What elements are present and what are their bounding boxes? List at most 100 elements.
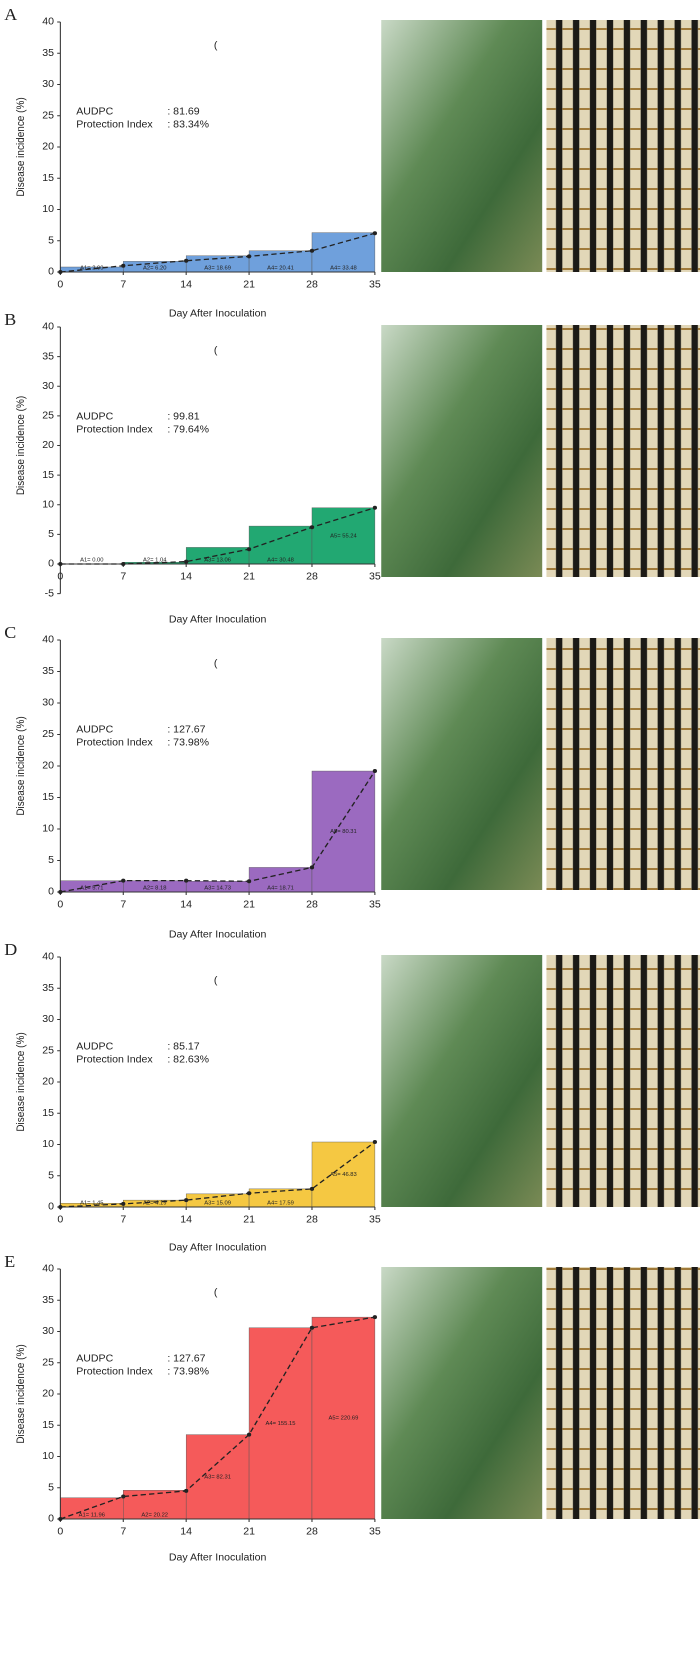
x-tick-label: 35 [369, 1215, 381, 1226]
stat-value: : 99.81 [167, 412, 200, 423]
point [247, 1433, 251, 1437]
y-tick-label: 25 [42, 111, 54, 122]
point [58, 270, 62, 274]
y-tick-label: 5 [48, 529, 54, 540]
figure: A(AUDPC: 81.69Protection Index: 83.34%A1… [0, 0, 700, 1661]
area-label: A4= 33.48 [330, 266, 357, 272]
stat-name: AUDPC [76, 412, 114, 423]
point [121, 1202, 125, 1206]
point [310, 1187, 314, 1191]
x-tick-label: 14 [180, 1527, 192, 1538]
area-label: A1= 11.96 [79, 1513, 105, 1519]
x-tick-label: 35 [369, 1527, 381, 1538]
panel-label: E [4, 1251, 15, 1270]
field-photo [381, 638, 542, 890]
point [310, 249, 314, 253]
x-tick-label: 21 [243, 1215, 255, 1226]
stalk-photo [546, 955, 700, 1207]
x-tick-label: 7 [120, 900, 126, 911]
area-label: A5= 55.24 [330, 533, 357, 539]
y-tick-label: 40 [42, 952, 54, 963]
y-tick-label: 10 [42, 500, 54, 511]
point [247, 547, 251, 551]
x-tick-label: 7 [120, 1527, 126, 1538]
stat-name: AUDPC [76, 1042, 114, 1053]
point [310, 865, 314, 869]
point [58, 890, 62, 894]
stat-value: : 73.98% [167, 738, 209, 749]
y-tick-label: 10 [42, 204, 54, 215]
y-tick-label: 10 [42, 1139, 54, 1150]
annotation: ( [214, 659, 218, 670]
y-tick-label: 40 [42, 322, 54, 333]
area-label: A4= 155.15 [266, 1421, 296, 1427]
y-tick-label: 40 [42, 1264, 54, 1275]
point [373, 1315, 377, 1319]
area-label: A5= 80.31 [330, 829, 357, 835]
y-axis-label: Disease incidence (%) [16, 97, 27, 196]
field-photo [381, 325, 542, 577]
area-label: A4= 30.48 [267, 558, 294, 564]
field-photo [381, 1267, 542, 1519]
area-label: A1= 5.71 [80, 886, 103, 892]
area-label: A2= 8.18 [143, 886, 166, 892]
y-tick-label: 35 [42, 666, 54, 677]
y-tick-label: 40 [42, 635, 54, 646]
panel-label: B [4, 309, 16, 328]
point [121, 562, 125, 566]
y-tick-label: 15 [42, 173, 54, 184]
y-tick-label: 30 [42, 381, 54, 392]
stat-name: AUDPC [76, 107, 114, 118]
y-tick-label: 0 [48, 1202, 54, 1213]
x-tick-label: 0 [57, 1215, 63, 1226]
x-tick-label: 35 [369, 900, 381, 911]
stalk-photo [546, 325, 700, 577]
annotation: ( [214, 346, 218, 357]
x-tick-label: 28 [306, 280, 318, 291]
stalk-photo [546, 638, 700, 890]
stat-name: Protection Index [76, 425, 153, 436]
y-tick-label: 20 [42, 1389, 54, 1400]
y-tick-label: 25 [42, 729, 54, 740]
y-tick-label: 15 [42, 470, 54, 481]
area-label: A4= 17.59 [267, 1201, 294, 1207]
y-axis-label: Disease incidence (%) [16, 716, 27, 815]
point [247, 254, 251, 258]
stat-value: : 85.17 [167, 1042, 200, 1053]
y-tick-label: 10 [42, 1451, 54, 1462]
y-tick-label: 30 [42, 698, 54, 709]
point [310, 525, 314, 529]
y-tick-label: 25 [42, 1358, 54, 1369]
point [184, 1198, 188, 1202]
area-label: A3= 14.73 [204, 886, 231, 892]
y-tick-label: 25 [42, 411, 54, 422]
x-tick-label: 21 [243, 1527, 255, 1538]
y-tick-label: 5 [48, 1483, 54, 1494]
y-tick-label: 20 [42, 1077, 54, 1088]
y-tick-label: 35 [42, 351, 54, 362]
y-tick-label: 15 [42, 1420, 54, 1431]
y-tick-label: 35 [42, 1295, 54, 1306]
x-tick-label: 7 [120, 572, 126, 583]
field-photo [381, 955, 542, 1207]
x-tick-label: 28 [306, 900, 318, 911]
x-tick-label: 35 [369, 572, 381, 583]
y-tick-label: 5 [48, 1171, 54, 1182]
stat-value: : 79.64% [167, 425, 209, 436]
area-label: A4= 20.41 [267, 266, 294, 272]
point [184, 560, 188, 564]
y-tick-label: 0 [48, 1514, 54, 1525]
x-tick-label: 7 [120, 280, 126, 291]
point [247, 1191, 251, 1195]
y-axis-label: Disease incidence (%) [16, 396, 27, 495]
y-tick-label: 20 [42, 142, 54, 153]
x-axis-label: Day After Inoculation [169, 309, 267, 320]
stat-name: AUDPC [76, 1354, 114, 1365]
area-label: A3= 18.69 [204, 266, 231, 272]
y-tick-label: 35 [42, 48, 54, 59]
panel-label: C [4, 622, 16, 641]
point [58, 562, 62, 566]
stalk-photo [546, 20, 700, 272]
x-tick-label: 14 [180, 572, 192, 583]
x-tick-label: 21 [243, 900, 255, 911]
